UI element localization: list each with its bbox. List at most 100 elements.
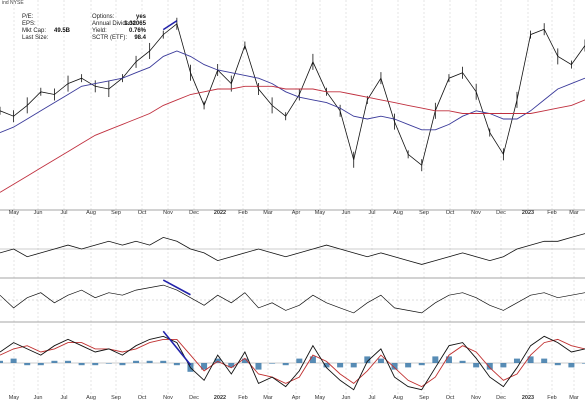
x-tick-label: Jun [342,395,351,400]
macd-histogram-bar [391,363,398,370]
x-tick-label: Nov [471,395,481,400]
info-eps-label: EPS: [22,21,36,27]
x-tick-label: Sep [419,395,429,400]
info-options-label: Options: [92,14,115,20]
macd-histogram-bar [296,358,303,363]
x-tick-label: Feb [547,395,556,400]
x-tick-label: Oct [446,395,455,400]
x-tick-label: Mar [263,210,273,216]
macd-histogram-bar [78,363,85,366]
x-tick-label: Oct [138,395,147,400]
macd-histogram-bar [37,363,44,366]
x-tick-label: Sep [111,210,121,216]
macd-histogram-bar [173,363,180,366]
macd-histogram-bar [105,363,112,364]
info-lastsize-label: Last Size: [22,35,49,41]
macd-histogram-bar [146,360,153,363]
macd-histogram-bar [445,356,452,363]
macd-histogram-bar [133,360,140,363]
x-tick-label: Aug [86,395,96,400]
x-tick-label: 2023 [522,210,534,216]
x-tick-label: Jul [368,395,375,400]
x-tick-label: 2022 [214,395,226,400]
x-tick-label: 2022 [214,210,226,216]
x-tick-label: Nov [163,210,173,216]
macd-histogram-bar [405,363,412,368]
x-tick-label: Sep [111,395,121,400]
x-tick-label: May [9,395,20,400]
x-tick-label: Oct [446,210,455,216]
x-tick-label: Mar [263,395,273,400]
x-tick-label: Nov [163,395,173,400]
indicator-2-trendline [162,279,191,296]
info-options-value: yes [135,14,146,20]
macd-histogram-bar [364,356,371,363]
indicator-2-line [0,284,585,314]
price-line [0,23,585,166]
info-mktcap-value: 49.5B [53,28,70,34]
macd-histogram-bar [201,363,208,370]
x-tick-label: Aug [86,210,96,216]
macd-trendline [162,330,192,366]
macd-line [0,335,585,391]
x-tick-label: May [315,395,326,400]
x-tick-label: Oct [138,210,147,216]
x-tick-label: Feb [238,395,247,400]
macd-histogram-bar [432,356,439,363]
x-tick-label: Apr [292,395,301,400]
price-trendline [162,20,178,31]
chart-header: ind NYSE [2,0,24,6]
x-tick-label: Mar [569,210,579,216]
info-right: Options: yes Annual Dividend: 1.32065 Yiel… [92,14,146,42]
macd-histogram-bar [527,356,534,363]
info-dividend-value: 1.32065 [124,21,146,27]
macd-histogram-bar [228,363,235,368]
info-mktcap-label: Mkt Cap: [22,28,47,34]
macd-histogram-bar [282,363,289,366]
info-dividend-label: Annual Dividend: [92,21,138,27]
macd-histogram-bar [377,358,384,363]
x-tick-label: Jul [368,210,375,216]
x-tick-label: Dec [189,395,199,400]
macd-histogram-bar [92,363,99,366]
x-tick-label: 2023 [522,395,534,400]
macd-histogram-bar [568,363,575,368]
macd-histogram-bar [500,363,507,368]
macd-signal-line [0,338,585,388]
x-tick-label: Feb [238,210,247,216]
macd-histogram-bar [554,363,561,366]
x-tick-label: Jul [60,210,67,216]
macd-histogram-bar [337,363,344,368]
x-tick-label: Nov [471,210,481,216]
macd-histogram-bar [119,363,126,366]
indicator-1-line [0,233,585,265]
macd-histogram-bar [323,363,330,368]
info-pe-label: P/E: [22,14,34,20]
x-tick-label: Aug [393,395,403,400]
x-tick-label: Jul [60,395,67,400]
macd-histogram-bar [269,363,276,364]
info-left: P/E: EPS: Mkt Cap: 49.5B Last Size: [22,14,70,42]
macd-histogram-bar [214,358,221,363]
x-tick-label: Mar [569,395,579,400]
x-tick-label: Sep [419,210,429,216]
macd-histogram-bar [160,360,167,363]
x-tick-label: Dec [189,210,199,216]
x-tick-label: Jun [34,210,43,216]
macd-histogram-bar [0,360,3,363]
macd-histogram-bar [350,363,357,368]
macd-histogram-bar [241,358,248,363]
macd-histogram-bar [65,360,72,363]
macd-histogram-bar [255,363,262,370]
x-tick-label: Jun [34,395,43,400]
moving-average-slow-line [0,85,585,193]
macd-histogram-bar [473,363,480,368]
macd-histogram-bar [541,358,548,363]
macd-histogram-bar [513,358,520,363]
x-tick-label: Dec [496,395,506,400]
macd-histogram-bar [582,363,585,364]
info-yield-value: 0.76% [128,28,146,34]
x-tick-label: Apr [292,210,301,216]
macd-histogram-bar [309,356,316,363]
